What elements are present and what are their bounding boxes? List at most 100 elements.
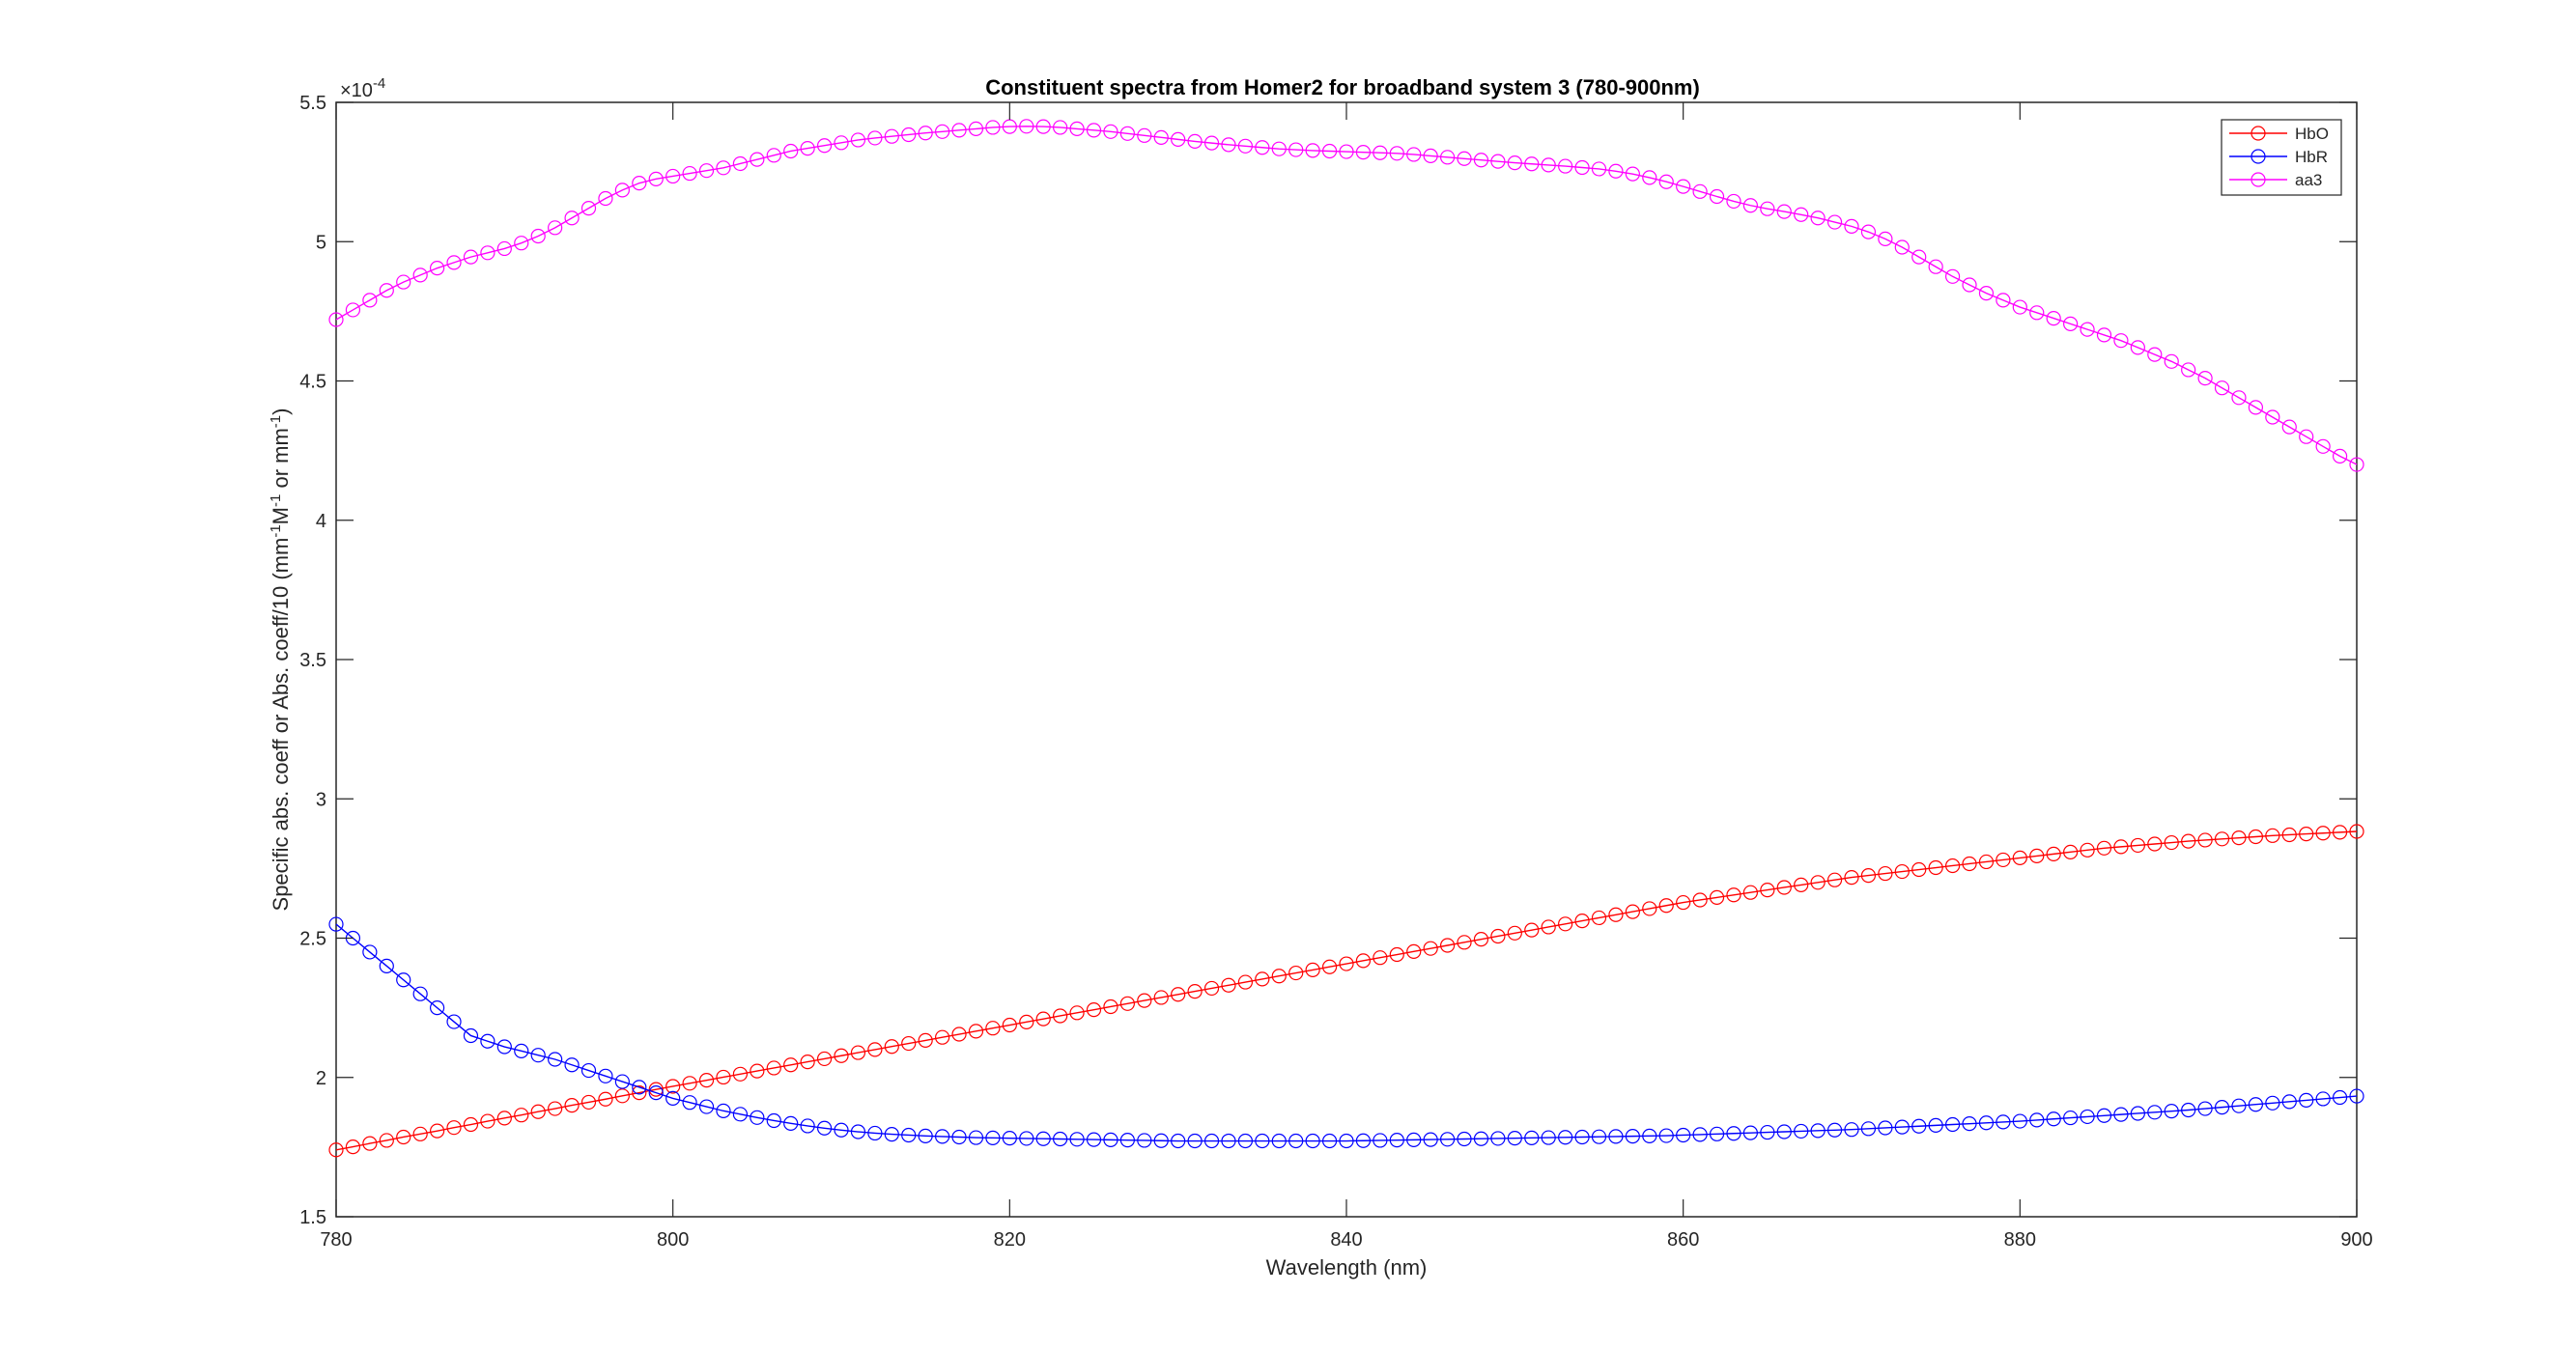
y-tick-label: 2 (316, 1068, 326, 1089)
data-point (1002, 1017, 1017, 1033)
data-point (1321, 959, 1338, 974)
data-point (1423, 148, 1438, 163)
data-point (580, 1062, 597, 1079)
data-point (328, 916, 344, 932)
data-point (1473, 1131, 1489, 1146)
data-point (614, 183, 630, 198)
data-point (1844, 218, 1859, 234)
data-point (345, 1139, 361, 1155)
data-point (1053, 120, 1068, 135)
y-tick-label: 5.5 (299, 93, 326, 114)
data-point (1507, 1131, 1522, 1146)
data-point (463, 1027, 479, 1044)
data-point (446, 1014, 462, 1029)
data-point (1591, 1129, 1607, 1144)
data-point (2299, 826, 2314, 842)
data-point (564, 211, 580, 226)
legend-label-hbo: HbO (2295, 125, 2329, 143)
data-point (379, 283, 394, 298)
data-point (514, 1108, 529, 1123)
data-point (918, 1128, 933, 1143)
data-point (1658, 174, 1674, 189)
data-point (1760, 201, 1775, 216)
x-tick-label: 840 (1330, 1229, 1362, 1251)
data-point (732, 1107, 749, 1122)
data-point (2046, 846, 2061, 861)
data-point (1473, 932, 1489, 947)
data-point (2197, 1101, 2213, 1116)
data-point (1271, 141, 1287, 156)
data-point (1069, 1132, 1085, 1147)
data-point (665, 168, 681, 184)
data-point (1996, 293, 2011, 308)
data-point (1321, 1133, 1338, 1149)
data-point (1574, 914, 1590, 929)
y-tick-label: 3.5 (299, 650, 326, 671)
data-point (1524, 922, 1540, 938)
data-point (2130, 1106, 2145, 1121)
data-point (564, 1097, 580, 1113)
data-point (2113, 333, 2129, 349)
data-point (2214, 831, 2230, 847)
data-point (1962, 277, 1977, 293)
data-point (1541, 157, 1556, 173)
data-point (884, 1126, 899, 1142)
data-point (1187, 983, 1203, 999)
data-point (665, 1090, 681, 1106)
data-point (1676, 1127, 1691, 1143)
data-point (716, 1103, 731, 1118)
data-point (514, 1043, 529, 1058)
data-point (632, 176, 647, 191)
data-point (396, 972, 411, 988)
data-point (1726, 193, 1741, 210)
data-point (1203, 135, 1220, 151)
data-point (430, 261, 445, 276)
data-point (1288, 142, 1304, 157)
data-point (1457, 935, 1472, 950)
data-point (1742, 198, 1759, 213)
data-point (1760, 1124, 1775, 1140)
data-point (2063, 844, 2079, 859)
data-point (1776, 1124, 1792, 1139)
data-point (1389, 146, 1404, 161)
data-point (2080, 322, 2095, 337)
data-point (1203, 1133, 1220, 1149)
legend-label-aa3: aa3 (2295, 171, 2322, 189)
data-point (2299, 1092, 2314, 1109)
data-point (1119, 1133, 1135, 1148)
data-point (1894, 1119, 1910, 1135)
data-point (530, 1048, 546, 1063)
axes-box (335, 101, 2358, 1218)
data-point (1373, 1133, 1388, 1148)
series-layer (328, 119, 2364, 1158)
legend: HbO HbR aa3 (2221, 119, 2342, 196)
data-point (412, 986, 428, 1001)
data-point (496, 1111, 512, 1126)
x-tick-label: 860 (1667, 1229, 1699, 1251)
data-point (1692, 1127, 1708, 1142)
data-point (2181, 362, 2196, 378)
data-point (1608, 1129, 1624, 1144)
y-tick-label: 4.5 (299, 372, 326, 393)
data-point (1237, 138, 1254, 154)
data-point (1541, 919, 1556, 935)
data-point (682, 1095, 697, 1111)
data-point (362, 1136, 378, 1151)
data-point (1692, 183, 1708, 199)
data-point (1490, 928, 1506, 944)
data-point (1069, 1005, 1085, 1021)
data-point (1406, 943, 1422, 959)
x-tick-label: 780 (320, 1229, 352, 1251)
data-point (530, 1104, 546, 1119)
data-point (463, 1116, 479, 1133)
data-point (2012, 1113, 2027, 1129)
series-line-hbo (335, 830, 2358, 1151)
data-point (934, 124, 950, 139)
data-point (2147, 836, 2163, 852)
data-point (1692, 892, 1708, 908)
data-point (1457, 1131, 1472, 1147)
data-point (1153, 1133, 1169, 1148)
data-point (1860, 1121, 1877, 1137)
data-point (698, 1073, 715, 1088)
data-point (2046, 1111, 2061, 1127)
